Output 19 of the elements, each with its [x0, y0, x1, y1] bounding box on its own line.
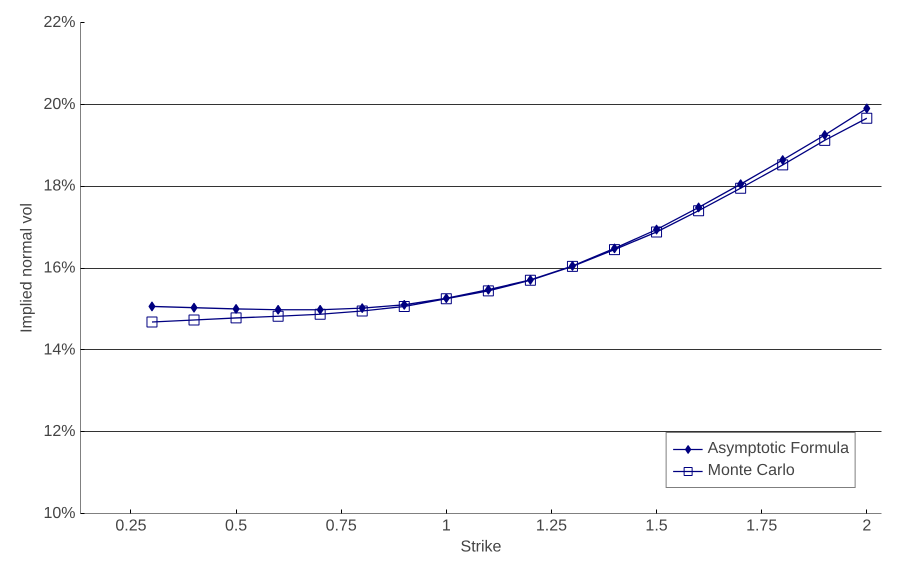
y-tick-label: 12% [43, 423, 76, 440]
x-tick-label: 0.5 [224, 518, 248, 534]
x-tick-label: 1.5 [645, 518, 668, 534]
x-tick-label: 0.25 [115, 518, 147, 534]
y-tick-label: 22% [43, 14, 76, 31]
x-tick-label: 1.75 [746, 518, 778, 534]
y-tick-label: 14% [43, 341, 76, 358]
x-tick-label: 1 [442, 518, 451, 534]
legend-label: Monte Carlo [708, 462, 795, 480]
y-tick-label: 20% [43, 96, 76, 113]
y-axis-title: Implied normal vol [18, 203, 36, 333]
y-tick-label: 16% [43, 260, 76, 276]
y-tick-label: 18% [43, 178, 76, 195]
x-tick-label: 2 [862, 518, 872, 534]
x-tick-label: 0.75 [326, 518, 357, 534]
y-tick-label: 10% [43, 505, 76, 522]
legend-label: Asymptotic Formula [708, 440, 849, 458]
x-axis-title: Strike [460, 538, 502, 556]
x-tick-label: 1.25 [536, 518, 568, 534]
